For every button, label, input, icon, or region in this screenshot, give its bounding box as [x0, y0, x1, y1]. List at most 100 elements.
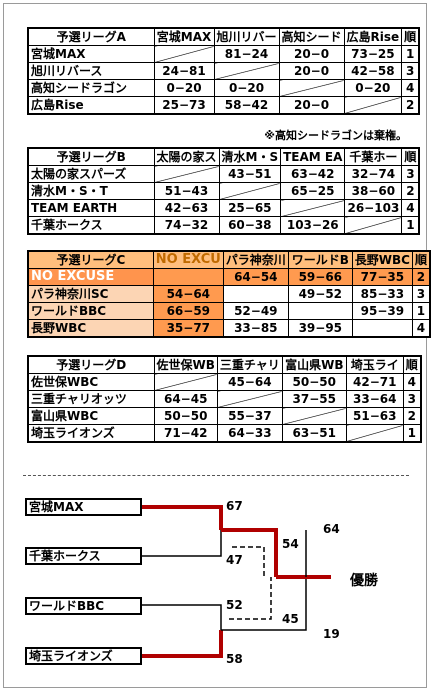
table-row: NO EXCUSE 64−54 59−66 77−35 2 — [27, 268, 431, 286]
table-row: 高知シードラゴン 0−20 0−20 0−20 4 — [27, 79, 420, 97]
league-header-row: 予選リーグA 宮城MAX 旭川リバー 高知シード 広島Rise 順 — [27, 27, 420, 46]
score-cell: 85−33 — [351, 285, 413, 303]
score-cell-self — [281, 407, 347, 425]
rank-header: 順 — [402, 355, 422, 374]
score-cell: 95−39 — [351, 302, 413, 320]
score-cell: 60−38 — [218, 216, 282, 235]
league-a-table: 予選リーグA 宮城MAX 旭川リバー 高知シード 広島Rise 順 宮城MAX … — [27, 27, 421, 115]
column-header: 広島Rise — [343, 27, 403, 46]
league-b-table: 予選リーグB 太陽の家ス 清水M・S TEAM EA 千葉ホー 順 太陽の家スパ… — [27, 147, 421, 235]
rank-cell: 2 — [401, 96, 420, 115]
table-row: TEAM EARTH 42−63 25−65 26−103 4 — [27, 199, 420, 217]
table-row: 埼玉ライオンズ 71−42 64−33 63−51 1 — [27, 424, 422, 443]
league-c-table: 予選リーグC NO EXCU パラ神奈川 ワールドB 長野WBC 順 NO EX… — [27, 250, 431, 338]
league-header-row: 予選リーグD 佐世保WB 三重チャリ 富山県WB 埼玉ライ 順 — [27, 355, 422, 374]
league-header-row: 予選リーグB 太陽の家ス 清水M・S TEAM EA 千葉ホー 順 — [27, 147, 420, 166]
score-cell: 24−81 — [153, 62, 215, 80]
column-header: パラ神奈川 — [222, 250, 289, 269]
team-name: TEAM EARTH — [27, 199, 155, 217]
score-cell-self — [213, 62, 280, 80]
score-cell: 59−66 — [287, 268, 353, 286]
rank-cell: 4 — [401, 79, 420, 97]
score-cell-self — [287, 302, 353, 320]
rank-cell: 4 — [401, 199, 420, 217]
team-name: 千葉ホークス — [27, 216, 155, 235]
team-name: パラ神奈川SC — [27, 285, 154, 303]
score-semi1-top: 67 — [226, 499, 243, 513]
league-d-table: 予選リーグD 佐世保WB 三重チャリ 富山県WB 埼玉ライ 順 佐世保WBC 4… — [27, 355, 422, 443]
score-cell: 0−20 — [343, 79, 403, 97]
score-cell: 63−51 — [281, 424, 347, 443]
score-cell: 50−50 — [281, 373, 347, 391]
score-semi2-bottom: 58 — [226, 652, 243, 666]
bracket-team-2: 千葉ホークス — [25, 547, 142, 565]
league-a-note: ※高知シードラゴンは棄権。 — [264, 129, 407, 142]
rank-header: 順 — [401, 27, 420, 46]
score-cell-self — [218, 182, 282, 200]
score-cell: 42−71 — [345, 373, 404, 391]
team-name: 富山県WBC — [27, 407, 155, 425]
score-cell: 45−64 — [216, 373, 283, 391]
bracket-line-chiba — [142, 530, 222, 557]
score-cell: 26−103 — [344, 199, 403, 217]
table-row: 千葉ホークス 74−32 60−38 103−26 1 — [27, 216, 420, 235]
table-row: 広島Rise 25−73 58−42 20−0 2 — [27, 96, 420, 115]
team-name: 長野WBC — [27, 319, 154, 338]
score-cell: 77−35 — [351, 268, 413, 286]
score-cell: 103−26 — [280, 216, 346, 235]
table-row: 三重チャリオッツ 64−45 37−55 33−64 3 — [27, 390, 422, 408]
score-final-top-in: 54 — [282, 537, 299, 551]
score-cell-self — [153, 373, 218, 391]
bracket-line-saitama — [142, 630, 223, 658]
score-cell-self — [222, 285, 289, 303]
league-title: 予選リーグC — [27, 250, 154, 269]
score-cell: 20−0 — [278, 45, 345, 63]
table-row: 清水M・S・T 51−43 65−25 38−60 2 — [27, 182, 420, 200]
score-final-bottom-in: 45 — [282, 612, 299, 626]
bracket-team-4: 埼玉ライオンズ — [25, 647, 142, 665]
score-cell: 64−33 — [216, 424, 283, 443]
team-name: 埼玉ライオンズ — [27, 424, 155, 443]
score-cell: 42−63 — [153, 199, 220, 217]
column-header: 宮城MAX — [153, 27, 215, 46]
rank-cell: 4 — [411, 319, 431, 338]
column-header: 長野WBC — [351, 250, 413, 269]
bracket-line-semi1-advance — [221, 528, 278, 577]
bracket-line-miyagi — [142, 505, 223, 530]
score-final-top: 64 — [323, 522, 340, 536]
score-final-bottom: 19 — [323, 627, 340, 641]
score-cell: 32−74 — [344, 165, 403, 183]
score-cell: 0−20 — [213, 79, 280, 97]
score-cell: 58−42 — [213, 96, 280, 115]
table-row: 佐世保WBC 45−64 50−50 42−71 4 — [27, 373, 422, 391]
rank-cell: 2 — [402, 407, 422, 425]
table-row: 長野WBC 35−77 33−85 39−95 4 — [27, 319, 431, 338]
team-name: NO EXCUSE — [27, 268, 154, 286]
score-cell: 25−73 — [153, 96, 215, 115]
bracket-team-3: ワールドBBC — [25, 597, 142, 615]
score-cell-self — [343, 96, 403, 115]
team-name: 広島Rise — [27, 96, 155, 115]
score-semi2-top: 52 — [226, 598, 243, 612]
column-header: ワールドB — [287, 250, 353, 269]
score-cell: 51−63 — [345, 407, 404, 425]
score-cell-self — [344, 216, 403, 235]
score-cell: 52−49 — [222, 302, 289, 320]
score-cell: 25−65 — [218, 199, 282, 217]
score-cell: 71−42 — [153, 424, 218, 443]
column-header: NO EXCU — [152, 250, 224, 269]
score-cell: 33−85 — [222, 319, 289, 338]
score-cell: 54−64 — [152, 285, 224, 303]
section-divider — [23, 475, 409, 476]
league-title: 予選リーグD — [27, 355, 155, 374]
champion-label: 優勝 — [350, 573, 378, 589]
score-cell: 39−95 — [287, 319, 353, 338]
rank-cell: 3 — [402, 390, 422, 408]
score-cell-self — [351, 319, 413, 338]
score-cell: 73−25 — [343, 45, 403, 63]
rank-cell: 1 — [411, 302, 431, 320]
score-cell: 74−32 — [153, 216, 220, 235]
team-name: 高知シードラゴン — [27, 79, 155, 97]
score-cell-self — [152, 268, 224, 286]
